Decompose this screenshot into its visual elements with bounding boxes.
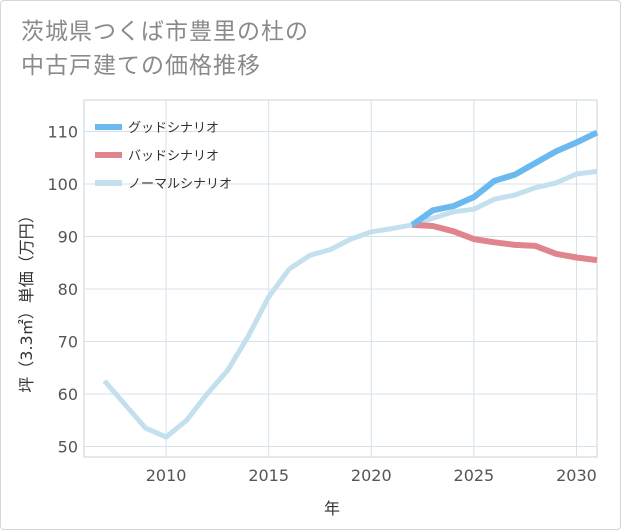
chart-title: 茨城県つくば市豊里の杜の 中古戸建ての価格推移 [21,15,309,83]
y-tick-label: 80 [58,280,78,299]
chart-title-line2: 中古戸建ての価格推移 [21,53,261,79]
y-tick-label: 70 [58,333,78,352]
plot-area-border [83,99,598,458]
x-tick-label: 2030 [556,466,597,485]
series-line-3 [102,168,598,440]
x-tick-label: 2010 [146,466,187,485]
y-tick-labels: 50 60 70 80 90 100 110 [47,123,78,457]
x-axis-label: 年 [324,499,340,518]
chart-title-line1: 茨城県つくば市豊里の杜の [21,19,309,45]
y-tick-label: 50 [58,438,78,457]
y-tick-label: 60 [58,385,78,404]
legend-label: グッドシナリオ [128,121,219,136]
x-tick-label: 2020 [351,466,392,485]
series-lines [102,129,599,440]
legend-label: ノーマルシナリオ [128,177,232,192]
y-tick-label: 90 [58,228,78,247]
y-axis-label: 坪（3.3㎡）単価（万円） [17,207,36,392]
x-tick-label: 2025 [454,466,495,485]
x-tick-labels: 2010 2015 2020 2025 2030 [146,466,597,485]
y-tick-label: 100 [47,175,78,194]
x-tick-label: 2015 [248,466,289,485]
legend-label: バッドシナリオ [128,149,219,164]
grid-lines [84,100,597,457]
y-tick-label: 110 [47,123,78,142]
series-line-1 [410,129,599,228]
series-line-2 [412,221,598,264]
